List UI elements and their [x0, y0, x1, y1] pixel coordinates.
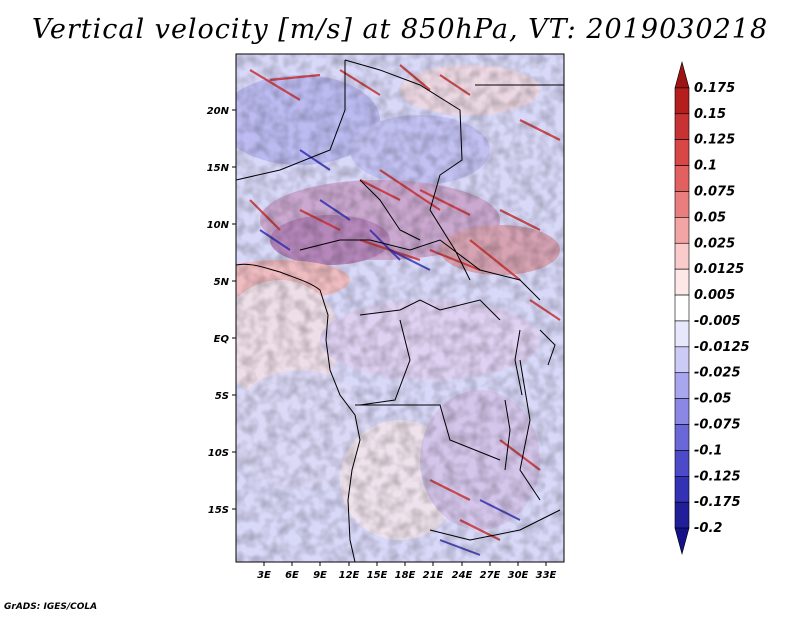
colorbar-label: 0.05 — [694, 210, 726, 225]
colorbar-label: -0.125 — [694, 469, 741, 484]
lon-label: 12E — [339, 570, 360, 581]
lon-label: 6E — [285, 570, 299, 581]
field-texture — [236, 54, 564, 562]
lakes — [504, 329, 556, 471]
colorbar-swatch — [674, 294, 690, 322]
colorbar-label: -0.0125 — [694, 340, 750, 355]
map-panel — [236, 54, 564, 562]
lat-label: 15S — [208, 505, 229, 516]
country-borders — [236, 59, 564, 562]
colorbar-label: -0.2 — [694, 521, 722, 536]
lon-axis: 3E 6E 9E 12E 15E 18E 21E 24E 27E 30E 33E — [257, 562, 557, 581]
colorbar-swatch — [674, 60, 690, 89]
lon-label: 3E — [257, 570, 271, 581]
lat-label: 20N — [207, 106, 230, 117]
colorbar-swatch — [674, 191, 690, 218]
lon-label: 30E — [508, 570, 529, 581]
colorbar-label: 0.125 — [694, 133, 735, 148]
colorbar-label: 0.175 — [694, 81, 735, 96]
lat-label: 15N — [207, 163, 230, 174]
footer-credit: GrADS: IGES/COLA — [4, 602, 98, 612]
colorbar-swatch — [674, 450, 690, 477]
colorbar-label: 0.005 — [694, 288, 735, 303]
colorbar-swatch — [674, 372, 690, 399]
lon-label: 18E — [395, 570, 416, 581]
colorbar: 0.175 0.15 0.125 0.1 0.075 0.05 0.025 0.0125 0.0… — [674, 60, 750, 556]
map-frame — [235, 53, 565, 563]
lat-label: EQ — [214, 334, 230, 345]
colorbar-swatch — [674, 242, 690, 270]
colorbar-swatch — [674, 424, 690, 451]
lat-label: 10S — [208, 448, 229, 459]
colorbar-swatch — [674, 165, 690, 192]
colorbar-swatch — [674, 320, 690, 348]
colorbar-label: -0.025 — [694, 366, 741, 381]
lat-label: 10N — [207, 220, 230, 231]
colorbar-label: 0.15 — [694, 107, 726, 122]
colorbar-swatch — [674, 398, 690, 425]
colorbar-label: 0.075 — [694, 184, 735, 199]
chart-title: Vertical velocity [m/s] at 850hPa, VT: 2… — [31, 14, 769, 45]
lat-label: 5N — [214, 277, 230, 288]
colorbar-label: 0.1 — [694, 159, 717, 174]
colorbar-label: -0.05 — [694, 392, 731, 407]
colorbar-swatch — [674, 501, 690, 529]
lon-label: 27E — [480, 570, 501, 581]
colorbar-swatch — [674, 527, 690, 556]
lon-label: 9E — [313, 570, 327, 581]
lon-label: 24E — [452, 570, 473, 581]
lat-axis: 20N 15N 10N 5N EQ 5S 10S 15S — [207, 106, 236, 516]
colorbar-label: -0.1 — [694, 443, 722, 458]
colorbar-swatch — [674, 139, 690, 166]
lon-label: 15E — [367, 570, 388, 581]
colorbar-label: 0.025 — [694, 236, 735, 251]
lon-label: 21E — [423, 570, 444, 581]
colorbar-swatch — [674, 268, 690, 296]
colorbar-swatch — [674, 87, 690, 115]
colorbar-label: 0.0125 — [694, 262, 744, 277]
lat-label: 5S — [215, 391, 229, 402]
lon-label: 33E — [536, 570, 557, 581]
colorbar-swatch — [674, 476, 690, 503]
colorbar-swatch — [674, 346, 690, 374]
colorbar-swatch — [674, 217, 690, 244]
colorbar-label: -0.075 — [694, 418, 741, 433]
colorbar-label: -0.175 — [694, 495, 741, 510]
colorbar-swatch — [674, 113, 690, 140]
colorbar-label: -0.005 — [694, 314, 741, 329]
